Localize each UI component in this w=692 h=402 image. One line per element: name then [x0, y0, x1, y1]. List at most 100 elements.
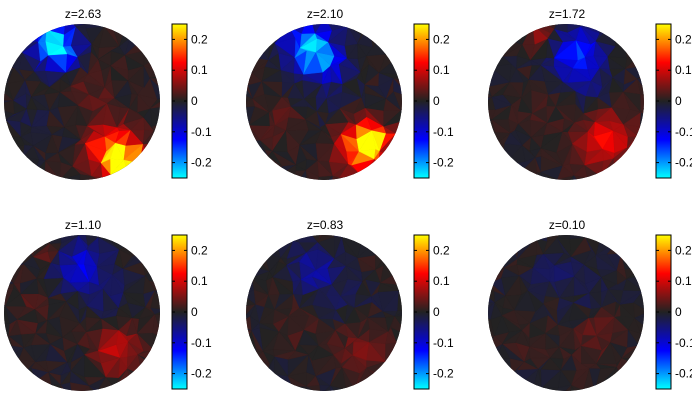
- topoplot-cell: [400, 54, 402, 74]
- topoplot-cell: [392, 34, 402, 46]
- topoplot-cell: [488, 335, 495, 352]
- topoplot-cell: [400, 96, 402, 111]
- topoplot-cell: [314, 24, 333, 34]
- topoplot-cell: [255, 174, 270, 180]
- topoplot-cell: [18, 33, 39, 43]
- topoplot-cell: [398, 280, 402, 291]
- topoplot-cell: [488, 166, 498, 180]
- topoplot-cell: [255, 30, 270, 41]
- topoplot-cell: [246, 348, 257, 361]
- topoplot-cell: [488, 242, 498, 256]
- topoplot-cell: [369, 25, 381, 39]
- topoplot-cell: [157, 46, 160, 58]
- topoplot-cell: [13, 156, 26, 176]
- topoplot-cell: [616, 235, 624, 242]
- topoplot-cell: [129, 235, 139, 245]
- colorbar-tick-label: 0: [675, 305, 682, 319]
- topoplot-cell: [143, 24, 154, 35]
- topoplot-cell: [277, 24, 290, 28]
- topoplot-cell: [516, 386, 529, 391]
- topoplot-cell: [124, 171, 139, 180]
- topoplot-cell: [497, 241, 512, 256]
- topoplot-cell: [253, 374, 268, 386]
- topoplot-cell: [12, 375, 25, 384]
- topoplot-cell: [494, 370, 513, 382]
- topoplot-cell: [246, 56, 253, 74]
- topoplot-cell: [137, 386, 151, 391]
- topoplot-cell: [366, 367, 389, 389]
- topoplot-cell: [44, 179, 61, 180]
- topoplot-cell: [4, 117, 7, 138]
- topoplot-cell: [381, 161, 402, 175]
- topoplot-cell: [154, 309, 160, 316]
- topoplot-cell: [148, 162, 160, 177]
- colorbar-tick-label: 0.2: [191, 32, 208, 46]
- topoplot-cell: [393, 171, 402, 180]
- topoplot-cell: [246, 24, 251, 32]
- topoplot-cell: [246, 155, 256, 177]
- topoplot-cell: [536, 235, 547, 239]
- topoplot-cell: [556, 384, 572, 391]
- topoplot-cell: [156, 358, 160, 371]
- topoplot-cell: [643, 160, 644, 176]
- topoplot-cell: [511, 235, 519, 244]
- topoplot-cell: [157, 56, 160, 75]
- topoplot-cell: [4, 33, 7, 48]
- topoplot-cell: [568, 384, 582, 391]
- topoplot-cell: [128, 386, 145, 391]
- topoplot-cell: [392, 355, 402, 370]
- topoplot-cell: [246, 263, 257, 279]
- topoplot-cell: [246, 131, 252, 149]
- topoplot-cell: [614, 173, 627, 180]
- topoplot-cell: [490, 148, 503, 167]
- topoplot-cell: [250, 235, 262, 245]
- topoplot-cell: [488, 301, 496, 315]
- topoplot-cell: [4, 136, 11, 149]
- topoplot-cell: [372, 158, 383, 174]
- topoplot-mesh: [246, 235, 402, 391]
- topoplot-cell: [13, 174, 26, 180]
- topoplot-cell: [643, 148, 644, 167]
- topoplot-cell: [158, 261, 160, 282]
- topoplot-cell: [621, 24, 643, 32]
- topoplot-cell: [502, 165, 517, 178]
- topoplot-cell: [246, 315, 252, 331]
- topoplot-cell: [158, 253, 160, 269]
- topoplot-cell: [495, 380, 511, 391]
- topoplot-cell: [153, 26, 160, 48]
- topoplot-cell: [137, 354, 160, 375]
- colorbar-tick-label: -0.1: [433, 336, 454, 350]
- topoplot-cell: [247, 240, 262, 253]
- topoplot-cell: [246, 147, 257, 165]
- topoplot-cell: [110, 173, 125, 180]
- topoplot-cell: [144, 381, 157, 391]
- topoplot-cell: [4, 173, 15, 180]
- topoplot-cell: [154, 235, 160, 244]
- topoplot-cell: [396, 334, 402, 350]
- topoplot-cell: [621, 241, 644, 254]
- topoplot-cell: [582, 176, 602, 180]
- topoplot-cell: [400, 109, 402, 122]
- topoplot-cell: [514, 235, 537, 239]
- topoplot-cell: [612, 24, 629, 34]
- topoplot-cell: [98, 388, 116, 391]
- colorbar-tick-label: 0.2: [433, 243, 450, 257]
- topoplot-cell: [4, 24, 28, 34]
- topoplot-cell: [4, 235, 6, 238]
- topoplot-cell: [8, 235, 22, 259]
- topoplot-cell: [246, 98, 256, 108]
- topoplot-cell: [488, 43, 496, 57]
- topoplot-cell: [393, 235, 402, 247]
- topoplot-cell: [372, 235, 381, 243]
- topoplot-mesh: [488, 235, 644, 391]
- topoplot-cell: [622, 30, 643, 40]
- topoplot-cell: [4, 46, 12, 62]
- topoplot-cell: [246, 156, 257, 175]
- topoplot-cell: [250, 24, 268, 32]
- topoplot-cell: [643, 237, 644, 252]
- topoplot-cell: [246, 251, 257, 268]
- topoplot-cell: [20, 235, 37, 258]
- topoplot-cell: [260, 235, 278, 245]
- topoplot-cell: [488, 289, 496, 303]
- topoplot-cell: [392, 24, 402, 35]
